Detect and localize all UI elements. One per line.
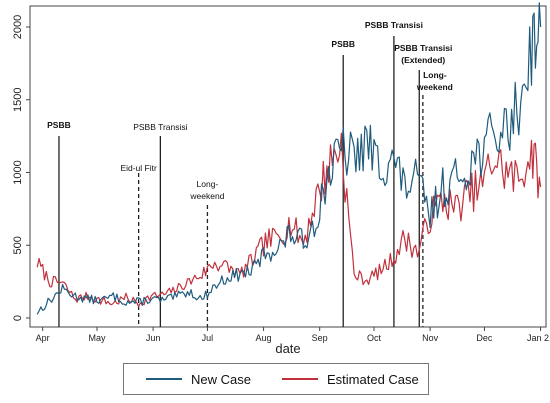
legend-swatch-new-case [146,378,182,380]
x-tick-label: Jun [146,333,161,343]
event-label: PSBB Transisi [365,20,423,30]
y-tick-label: 500 [12,236,24,254]
legend-label-new-case: New Case [191,371,251,387]
series-line-estimated-case [36,132,542,307]
x-tick-label: Jan 21 [527,333,550,343]
y-tick-label: 1000 [12,160,24,184]
event-label: PSBB Transisi [133,122,187,132]
plot-frame [29,5,547,328]
event-label: PSBB [331,39,355,49]
x-tick-label: Dec [476,333,493,343]
event-label: PSBB Transisi [394,43,452,53]
legend-label-estimated-case: Estimated Case [327,371,419,387]
x-tick-label: Jul [202,333,214,343]
x-axis-title: date [275,341,300,356]
legend: New Case Estimated Case [123,363,429,395]
y-tick-label: 2000 [12,15,24,39]
event-label: (Extended) [401,55,445,65]
series-line-new-case [36,2,542,315]
y-tick-label: 1500 [12,88,24,112]
event-label: weekend [189,191,224,201]
legend-item-estimated-case: Estimated Case [282,370,419,388]
y-tick-label: 0 [12,315,24,321]
event-label: Long- [423,70,447,80]
legend-swatch-estimated-case [282,378,318,380]
x-tick-label: Apr [36,333,50,343]
x-tick-label: Oct [367,333,382,343]
legend-item-new-case: New Case [146,370,251,388]
event-label: Long- [197,179,219,189]
x-tick-label: Sep [312,333,328,343]
x-tick-label: Nov [422,333,439,343]
x-tick-label: May [88,333,106,343]
event-label: PSBB [47,120,71,130]
event-label: Eid-ul Fitr [120,163,157,173]
event-label: weekend [416,82,453,92]
x-tick-label: Aug [256,333,272,343]
